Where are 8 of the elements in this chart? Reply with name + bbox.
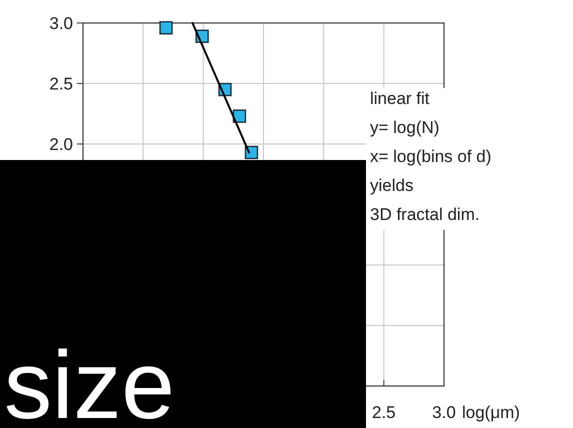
y-tick-label: 3.0 [49,14,73,33]
y-tick-label: 2.5 [49,74,73,94]
y-tick-label: 2.0 [49,135,73,154]
annotation: size [4,332,175,428]
annotation: linear fit y= log(N) x= log(bins of d) yields 3D fractal dim. [370,89,492,224]
point [159,21,173,34]
x-axis-title: log(μm) [462,403,520,422]
point [232,110,246,123]
